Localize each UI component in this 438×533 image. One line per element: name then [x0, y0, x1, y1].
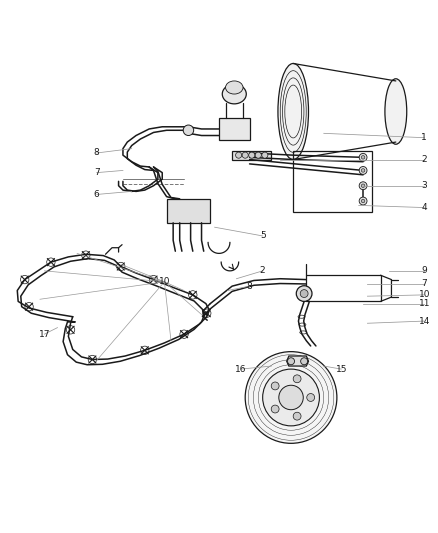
- Ellipse shape: [278, 63, 308, 159]
- Circle shape: [359, 197, 367, 205]
- Circle shape: [236, 152, 242, 158]
- Circle shape: [361, 156, 365, 159]
- Text: 7: 7: [421, 279, 427, 288]
- Text: 11: 11: [418, 299, 430, 308]
- Circle shape: [245, 352, 337, 443]
- Circle shape: [271, 382, 279, 390]
- Ellipse shape: [385, 79, 407, 144]
- Circle shape: [359, 166, 367, 174]
- Polygon shape: [232, 151, 272, 159]
- Text: 3: 3: [421, 181, 427, 190]
- Circle shape: [288, 358, 294, 365]
- Circle shape: [359, 182, 367, 190]
- Text: 6: 6: [94, 190, 99, 199]
- Circle shape: [300, 289, 308, 297]
- Text: 15: 15: [336, 365, 347, 374]
- Text: 17: 17: [39, 330, 50, 338]
- Text: 5: 5: [260, 231, 265, 240]
- Circle shape: [307, 393, 314, 401]
- Text: 14: 14: [419, 317, 430, 326]
- Circle shape: [271, 405, 279, 413]
- Circle shape: [293, 412, 301, 420]
- Polygon shape: [166, 199, 210, 223]
- Polygon shape: [219, 118, 250, 140]
- Circle shape: [359, 154, 367, 161]
- Circle shape: [293, 375, 301, 383]
- Text: 8: 8: [94, 149, 99, 157]
- Text: 8: 8: [247, 281, 252, 290]
- Circle shape: [255, 152, 261, 158]
- Circle shape: [361, 169, 365, 172]
- Text: 2: 2: [421, 155, 427, 164]
- Text: 10: 10: [418, 290, 430, 300]
- Text: 9: 9: [421, 266, 427, 276]
- Text: 1: 1: [421, 133, 427, 142]
- Circle shape: [296, 286, 312, 302]
- Text: 4: 4: [421, 203, 427, 212]
- Circle shape: [262, 152, 268, 158]
- Circle shape: [300, 358, 307, 365]
- Ellipse shape: [226, 81, 243, 94]
- Circle shape: [242, 152, 248, 158]
- Circle shape: [361, 184, 365, 188]
- Text: 10: 10: [159, 277, 170, 286]
- Circle shape: [249, 152, 255, 158]
- Ellipse shape: [222, 84, 246, 104]
- Text: 7: 7: [94, 168, 99, 177]
- Circle shape: [279, 385, 303, 410]
- Text: 16: 16: [235, 365, 247, 374]
- Circle shape: [183, 125, 194, 135]
- Text: 2: 2: [260, 266, 265, 276]
- Circle shape: [263, 369, 319, 426]
- Circle shape: [361, 199, 365, 203]
- Polygon shape: [287, 356, 308, 366]
